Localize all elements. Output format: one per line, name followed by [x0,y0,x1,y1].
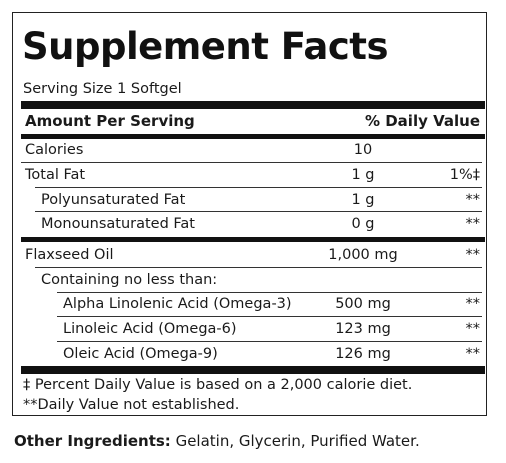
table-row: Linoleic Acid (Omega-6) 123 mg ** [13,317,488,341]
panel-title: Supplement Facts [22,25,389,68]
row-label: Flaxseed Oil [25,247,114,263]
row-divider [57,292,482,293]
row-divider [35,267,482,268]
table-row: Flaxseed Oil 1,000 mg ** [13,243,488,267]
supplement-facts-panel: Supplement Facts Serving Size 1 Softgel … [12,12,487,416]
table-row: Containing no less than: [13,268,488,292]
row-label: Monounsaturated Fat [41,216,195,232]
row-dv: 1%‡ [449,167,480,183]
row-amount: 1 g [351,192,375,208]
serving-size: Serving Size 1 Softgel [23,81,182,97]
footnote-not-established: **Daily Value not established. [23,397,240,413]
row-dv: ** [465,247,481,263]
row-dv: ** [465,346,481,362]
row-dv: ** [465,192,481,208]
row-label: Oleic Acid (Omega-9) [63,346,218,362]
row-divider [35,211,482,212]
footnote-daily-value: ‡ Percent Daily Value is based on a 2,00… [23,377,413,393]
row-amount: 123 mg [335,321,391,337]
row-amount: 1,000 mg [328,247,398,263]
row-dv: ** [465,216,481,232]
row-dv: ** [465,296,481,312]
table-row: Calories 10 [13,138,488,162]
table-row: Polyunsaturated Fat 1 g ** [13,188,488,212]
row-label: Containing no less than: [41,272,218,288]
row-amount: 500 mg [335,296,391,312]
table-header: Amount Per Serving % Daily Value [13,109,488,133]
divider-thick [21,101,485,109]
divider-section [21,237,485,242]
divider-footer [21,366,485,374]
amount-per-serving-label: Amount Per Serving [25,112,195,130]
row-amount: 10 [353,142,373,158]
row-divider [35,187,482,188]
row-label: Calories [25,142,84,158]
daily-value-label: % Daily Value [364,112,480,130]
table-row: Monounsaturated Fat 0 g ** [13,212,488,236]
row-dv: ** [465,321,481,337]
divider-header [21,134,485,139]
other-ingredients-value: Gelatin, Glycerin, Purified Water. [170,432,420,450]
table-row: Alpha Linolenic Acid (Omega-3) 500 mg ** [13,292,488,316]
table-row: Total Fat 1 g 1%‡ [13,163,488,187]
row-divider [57,316,482,317]
row-amount: 1 g [351,167,375,183]
row-label: Total Fat [25,167,86,183]
other-ingredients: Other Ingredients: Gelatin, Glycerin, Pu… [14,430,420,452]
row-label: Linoleic Acid (Omega-6) [63,321,237,337]
row-label: Polyunsaturated Fat [41,192,186,208]
row-amount: 126 mg [335,346,391,362]
other-ingredients-label: Other Ingredients: [14,432,171,450]
row-divider [21,162,482,163]
row-divider [57,341,482,342]
row-label: Alpha Linolenic Acid (Omega-3) [63,296,292,312]
table-row: Oleic Acid (Omega-9) 126 mg ** [13,342,488,366]
row-amount: 0 g [351,216,375,232]
